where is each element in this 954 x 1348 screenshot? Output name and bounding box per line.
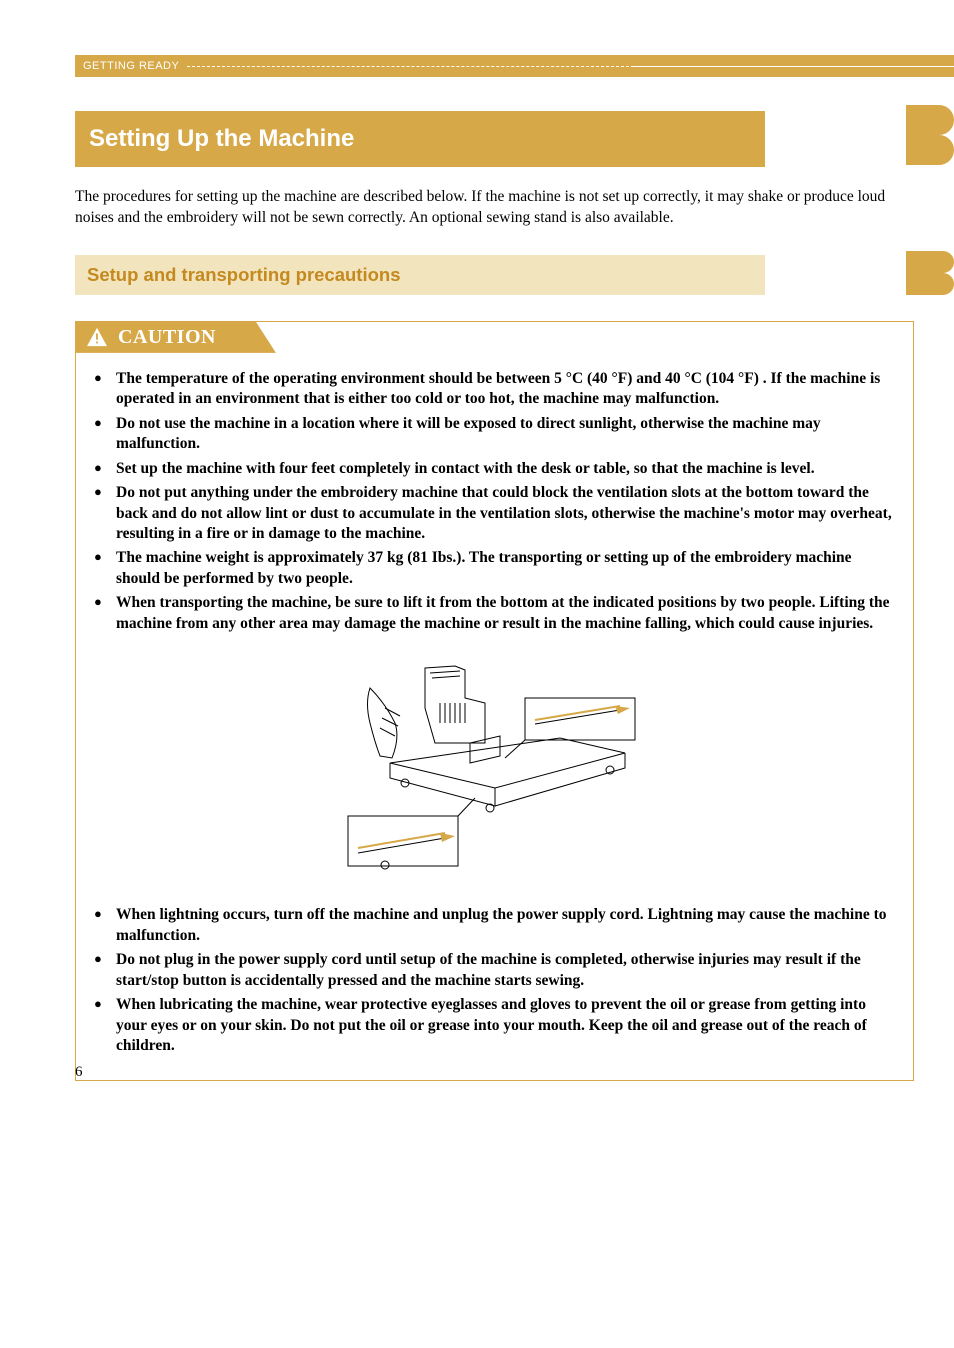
tab-marker xyxy=(906,251,954,273)
caution-item: When transporting the machine, be sure t… xyxy=(94,593,895,634)
breadcrumb: GETTING READY xyxy=(75,60,179,72)
tab-marker xyxy=(906,273,954,295)
section-title: Setting Up the Machine xyxy=(75,111,765,167)
intro-paragraph: The procedures for setting up the machin… xyxy=(75,187,914,229)
diagram-container xyxy=(94,648,895,893)
caution-item: Do not use the machine in a location whe… xyxy=(94,414,895,455)
caution-item: When lightning occurs, turn off the mach… xyxy=(94,905,895,946)
caution-item: Do not put anything under the embroidery… xyxy=(94,483,895,544)
page: GETTING READY Setting Up the Machine The… xyxy=(0,0,954,1121)
tab-marker xyxy=(906,105,954,135)
warning-icon xyxy=(86,327,108,347)
caution-header: CAUTION xyxy=(76,322,276,353)
section-title-row: Setting Up the Machine xyxy=(75,111,914,167)
side-tabs xyxy=(906,105,954,165)
caution-box: CAUTION The temperature of the operating… xyxy=(75,321,914,1082)
caution-item: The temperature of the operating environ… xyxy=(94,369,895,410)
header-dashes xyxy=(187,66,634,67)
caution-label: CAUTION xyxy=(118,326,216,349)
caution-item: Set up the machine with four feet comple… xyxy=(94,459,895,479)
tab-marker xyxy=(906,135,954,165)
caution-item: The machine weight is approximately 37 k… xyxy=(94,548,895,589)
header-solid-line xyxy=(634,66,954,67)
side-tabs-small xyxy=(906,251,954,295)
page-number: 6 xyxy=(75,1064,83,1081)
caution-item: When lubricating the machine, wear prote… xyxy=(94,995,895,1056)
caution-list-b: When lightning occurs, turn off the mach… xyxy=(94,905,895,1056)
subsection-row: Setup and transporting precautions xyxy=(75,255,914,295)
caution-list-a: The temperature of the operating environ… xyxy=(94,369,895,634)
caution-item: Do not plug in the power supply cord unt… xyxy=(94,950,895,991)
caution-body: The temperature of the operating environ… xyxy=(76,353,913,1081)
machine-lifting-diagram xyxy=(330,648,660,888)
header-bar: GETTING READY xyxy=(75,55,954,77)
subsection-title: Setup and transporting precautions xyxy=(75,255,765,295)
